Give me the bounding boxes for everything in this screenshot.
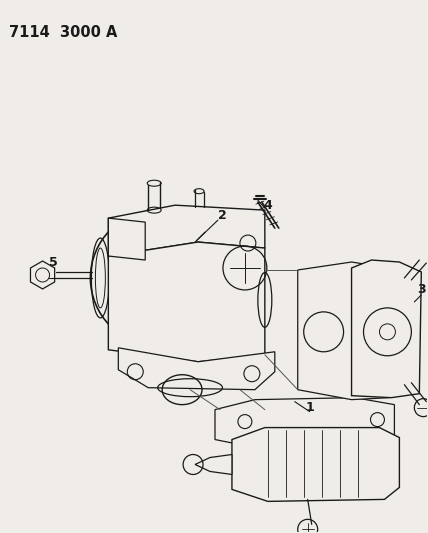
Polygon shape	[108, 242, 265, 362]
Polygon shape	[351, 260, 421, 398]
Polygon shape	[298, 262, 389, 400]
Text: 2: 2	[217, 208, 226, 222]
Text: 7114  3000 A: 7114 3000 A	[9, 25, 117, 39]
Polygon shape	[215, 398, 395, 449]
Polygon shape	[108, 205, 265, 256]
Polygon shape	[195, 455, 232, 474]
Polygon shape	[108, 218, 145, 260]
Polygon shape	[232, 427, 399, 502]
Text: 4: 4	[264, 199, 272, 212]
Polygon shape	[30, 261, 55, 289]
Text: 3: 3	[417, 284, 425, 296]
Text: 5: 5	[49, 255, 58, 269]
Text: 1: 1	[305, 401, 314, 414]
Polygon shape	[118, 348, 275, 390]
